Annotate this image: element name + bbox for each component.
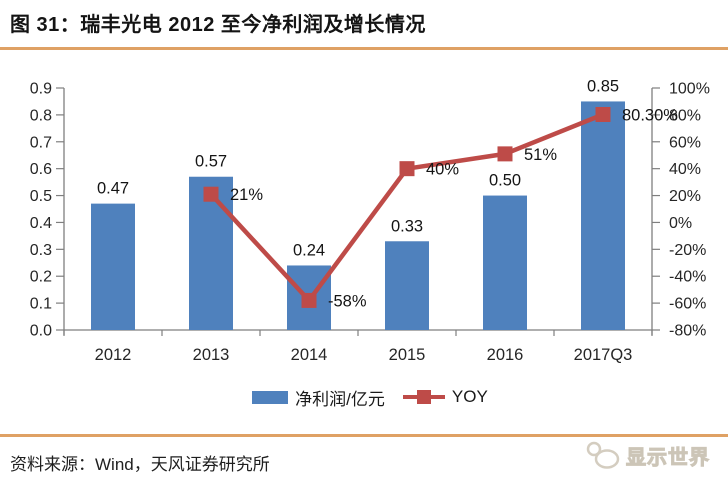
right-axis-tick-label: -80% bbox=[669, 323, 706, 340]
net-profit-bar bbox=[581, 101, 625, 330]
x-category-label: 2016 bbox=[487, 346, 524, 364]
bar-value-label: 0.57 bbox=[195, 153, 227, 171]
net-profit-bar bbox=[385, 241, 429, 330]
bar-value-label: 0.50 bbox=[489, 172, 521, 190]
net-profit-bar bbox=[91, 203, 135, 330]
right-axis-tick-label: 40% bbox=[669, 161, 701, 178]
yoy-marker bbox=[399, 161, 415, 177]
display-world-watermark: 显示世界 bbox=[585, 440, 710, 470]
yoy-marker bbox=[203, 186, 219, 202]
watermark-text: 显示世界 bbox=[626, 446, 710, 469]
yoy-value-label: 21% bbox=[230, 186, 263, 204]
bar-swatch-icon bbox=[252, 390, 289, 404]
bar-value-label: 0.33 bbox=[391, 217, 423, 235]
right-axis-tick-label: -60% bbox=[669, 296, 706, 313]
yoy-value-label: 51% bbox=[524, 146, 557, 164]
legend-item-yoy: YOY bbox=[402, 387, 488, 407]
left-axis-tick-label: 0.8 bbox=[30, 107, 52, 124]
net-profit-yoy-combo-chart: 0.9 0.8 0.7 0.6 0.5 0.4 0.3 0.2 0.1 0.0 100% 80% 60%… bbox=[30, 77, 710, 364]
yoy-marker bbox=[301, 292, 317, 308]
title-underline-rule bbox=[0, 47, 728, 50]
right-axis-tick-label: 80% bbox=[669, 107, 701, 124]
right-axis-tick-label: 20% bbox=[669, 188, 701, 205]
right-axis-tick-label: 60% bbox=[669, 134, 701, 151]
source-note: 资料来源：Wind，天风证券研究所 bbox=[10, 455, 270, 474]
x-category-label: 2015 bbox=[389, 346, 426, 364]
right-axis-tick-label: -40% bbox=[669, 269, 706, 286]
yoy-marker bbox=[497, 146, 513, 162]
line-marker-swatch-icon bbox=[402, 390, 445, 404]
chart-legend: 净利润/亿元 YOY bbox=[6, 385, 728, 409]
left-axis-tick-label: 0.5 bbox=[30, 188, 52, 205]
net-profit-bar bbox=[483, 195, 527, 330]
bar-value-label: 0.85 bbox=[587, 77, 619, 95]
left-axis-tick-label: 0.1 bbox=[30, 296, 52, 313]
right-axis-tick-label: 100% bbox=[669, 81, 710, 98]
left-axis-tick-label: 0.4 bbox=[30, 215, 52, 232]
x-category-label: 2013 bbox=[193, 346, 230, 364]
left-axis-tick-label: 0.0 bbox=[30, 323, 52, 340]
x-category-label: 2012 bbox=[95, 346, 132, 364]
marker-square-icon bbox=[416, 390, 431, 404]
legend-label: 净利润/亿元 bbox=[295, 389, 385, 409]
yoy-value-label: -58% bbox=[328, 292, 367, 310]
x-category-label: 2014 bbox=[291, 346, 328, 364]
yoy-value-label: 80.30% bbox=[622, 106, 678, 124]
left-axis-tick-label: 0.6 bbox=[30, 161, 52, 178]
bar-value-label: 0.47 bbox=[97, 180, 129, 198]
x-category-label: 2017Q3 bbox=[574, 346, 633, 364]
right-axis-tick-label: 0% bbox=[669, 215, 692, 232]
bar-value-label: 0.24 bbox=[293, 241, 325, 259]
left-axis-tick-label: 0.7 bbox=[30, 134, 52, 151]
right-axis-tick-label: -20% bbox=[669, 242, 706, 259]
left-axis-tick-label: 0.9 bbox=[30, 81, 52, 98]
yoy-value-label: 40% bbox=[426, 161, 459, 179]
left-axis-tick-label: 0.3 bbox=[30, 242, 52, 259]
legend-item-net-profit: 净利润/亿元 bbox=[252, 385, 385, 410]
footer-rule bbox=[0, 434, 728, 437]
page-title: 图 31：瑞丰光电 2012 至今净利润及增长情况 bbox=[10, 14, 426, 36]
legend-label: YOY bbox=[451, 387, 488, 406]
display-world-logo-icon bbox=[586, 441, 620, 469]
yoy-marker bbox=[595, 106, 611, 122]
left-axis-tick-label: 0.2 bbox=[30, 269, 52, 286]
net-profit-bar bbox=[189, 176, 233, 330]
